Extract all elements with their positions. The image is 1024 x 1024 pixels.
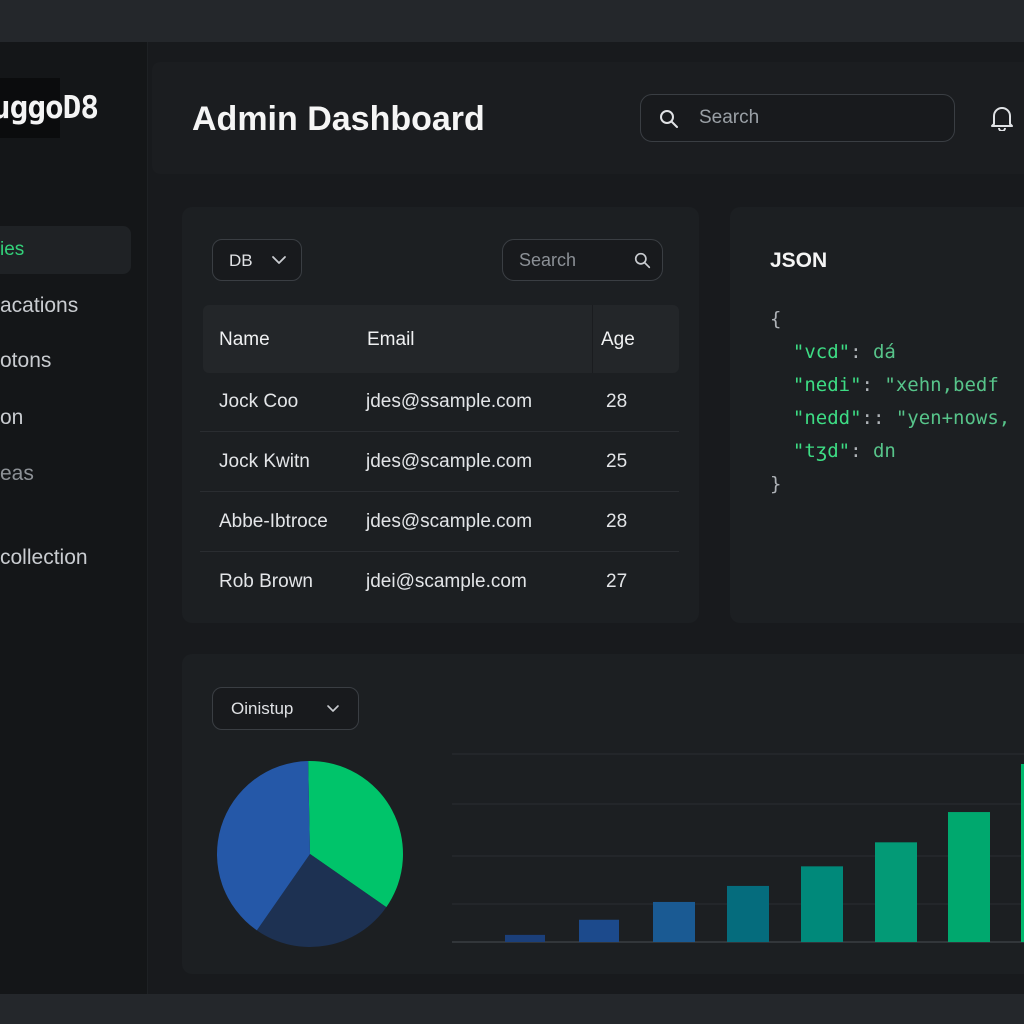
column-header-age[interactable]: Age bbox=[601, 329, 635, 350]
json-card: JSON { "vcd": dá "nedi": "xehn,bedf "ned… bbox=[730, 207, 1024, 623]
cell-email: jdes@ssample.com bbox=[366, 391, 533, 412]
pie-slice[interactable] bbox=[308, 761, 403, 908]
json-key: "tʒd" bbox=[792, 440, 851, 462]
cell-age: 27 bbox=[606, 571, 628, 592]
cell-age: 28 bbox=[606, 391, 628, 412]
cell-name: Abbe-Ibtroce bbox=[219, 511, 328, 532]
chevron-down-icon bbox=[271, 252, 287, 273]
table-search[interactable] bbox=[502, 239, 663, 281]
json-value: "yen+nows, bbox=[895, 407, 1011, 429]
search-icon bbox=[634, 252, 651, 274]
window-bottom-bar bbox=[0, 994, 1024, 1024]
sidebar-item-applications[interactable]: acations bbox=[0, 294, 78, 318]
cell-email: jdes@scample.com bbox=[366, 451, 533, 472]
json-key: "nedd" bbox=[792, 407, 862, 429]
json-key: "nedi" bbox=[792, 374, 862, 396]
json-value: "xehn,bedf bbox=[884, 374, 999, 396]
page-title-prefix: Admin bbox=[192, 100, 308, 138]
pie-slice[interactable] bbox=[217, 761, 310, 931]
window-top-bar bbox=[0, 0, 1024, 42]
bar[interactable] bbox=[653, 901, 695, 942]
sidebar-item-label: otons bbox=[0, 349, 52, 372]
sidebar-item-label: acations bbox=[0, 294, 79, 317]
cell-name: Jock Kwitn bbox=[219, 451, 310, 472]
json-value: dá bbox=[872, 341, 896, 363]
json-title: JSON bbox=[770, 249, 828, 272]
sidebar-item-collection[interactable]: collection bbox=[0, 546, 88, 570]
table-row[interactable]: Jock Coo jdes@ssample.com 28 bbox=[200, 373, 679, 432]
page-header: Admin Dashboard bbox=[152, 62, 1024, 174]
search-input[interactable] bbox=[699, 95, 939, 141]
sidebar-item-label: collection bbox=[0, 546, 88, 569]
db-select[interactable]: DB bbox=[212, 239, 302, 281]
users-table-card: DB Name Email Age Jock Coo jdes@ssample.… bbox=[182, 207, 699, 623]
cell-name: Jock Coo bbox=[219, 391, 299, 412]
db-select-value: DB bbox=[229, 251, 253, 270]
json-separator: : bbox=[850, 341, 873, 363]
bar[interactable] bbox=[505, 934, 545, 942]
logo-badge bbox=[0, 78, 60, 138]
bar[interactable] bbox=[579, 919, 619, 942]
logo-text[interactable]: uggoD8 bbox=[0, 90, 99, 126]
global-search[interactable] bbox=[640, 94, 955, 142]
column-divider bbox=[592, 305, 593, 373]
pie-chart[interactable] bbox=[215, 759, 405, 949]
json-code[interactable]: { "vcd": dá "nedi": "xehn,bedf "nedd":: … bbox=[770, 303, 1010, 501]
bar[interactable] bbox=[875, 842, 917, 942]
search-icon bbox=[659, 109, 679, 134]
table-header: Name Email Age bbox=[203, 305, 679, 373]
page-title-main: Dashboard bbox=[307, 100, 485, 138]
json-value: dn bbox=[872, 440, 896, 462]
sidebar-item-active[interactable]: ies bbox=[0, 226, 131, 274]
bar-chart[interactable] bbox=[452, 739, 1024, 944]
chevron-down-icon bbox=[325, 700, 341, 721]
bar[interactable] bbox=[1021, 764, 1024, 942]
bar[interactable] bbox=[801, 866, 843, 942]
table-row[interactable]: Jock Kwitn jdes@scample.com 25 bbox=[200, 433, 679, 492]
sidebar: uggoD8 ies acations otons on eas collect… bbox=[0, 42, 148, 994]
json-key: "vcd" bbox=[792, 341, 851, 363]
app-frame: uggoD8 ies acations otons on eas collect… bbox=[0, 42, 1024, 994]
cell-email: jdes@scample.com bbox=[366, 511, 533, 532]
cell-age: 25 bbox=[606, 451, 628, 472]
chart-card: Oinistup bbox=[182, 654, 1024, 974]
cell-email: jdei@scample.com bbox=[366, 571, 527, 592]
sidebar-item-on[interactable]: on bbox=[0, 406, 23, 430]
chart-select-value: Oinistup bbox=[231, 699, 294, 718]
sidebar-item-areas[interactable]: eas bbox=[0, 462, 34, 486]
json-separator: : bbox=[850, 440, 873, 462]
cell-age: 28 bbox=[606, 511, 628, 532]
sidebar-item-options[interactable]: otons bbox=[0, 349, 51, 373]
chart-select[interactable]: Oinistup bbox=[212, 687, 359, 730]
column-header-name[interactable]: Name bbox=[219, 329, 270, 350]
json-brace-open: { bbox=[770, 308, 782, 330]
cell-name: Rob Brown bbox=[219, 571, 313, 592]
table-row[interactable]: Abbe-Ibtroce jdes@scample.com 28 bbox=[200, 493, 679, 552]
table-row[interactable]: Rob Brown jdei@scample.com 27 bbox=[200, 553, 679, 612]
json-separator: : bbox=[861, 374, 885, 396]
bell-icon[interactable] bbox=[990, 105, 1014, 136]
bar[interactable] bbox=[948, 812, 990, 942]
column-header-email[interactable]: Email bbox=[367, 329, 415, 350]
json-brace-close: } bbox=[770, 473, 782, 495]
page-title: Admin Dashboard bbox=[192, 100, 485, 139]
pie-slice[interactable] bbox=[256, 854, 387, 947]
bar[interactable] bbox=[727, 885, 769, 942]
table-search-input[interactable] bbox=[519, 240, 629, 280]
json-separator: :: bbox=[861, 407, 896, 429]
sidebar-item-label: on bbox=[0, 406, 24, 429]
sidebar-item-label: ies bbox=[0, 239, 25, 260]
sidebar-item-label: eas bbox=[0, 462, 34, 485]
